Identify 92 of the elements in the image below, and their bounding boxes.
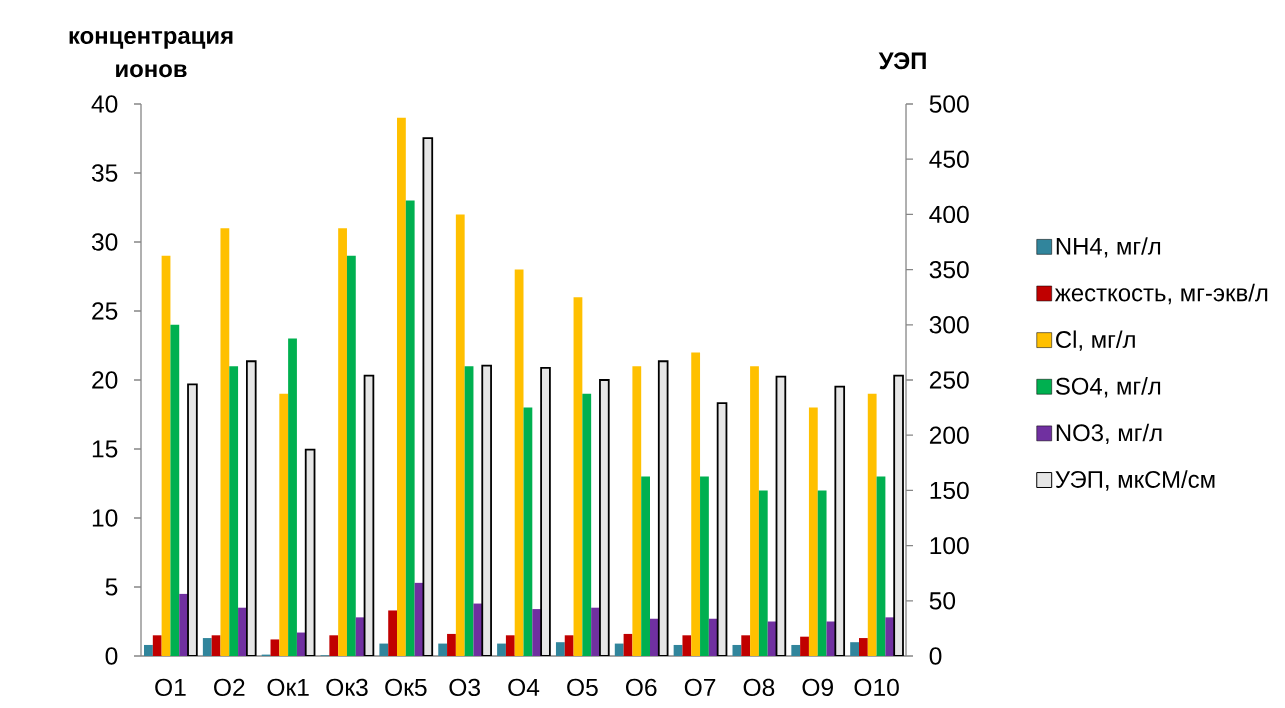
bar: [564, 635, 574, 656]
legend-label: УЭП, мкСМ/см: [1055, 470, 1215, 491]
bar: [464, 366, 474, 656]
bar: [808, 407, 818, 656]
y2-tick-label: 500: [929, 95, 969, 113]
bar: [750, 366, 759, 656]
bar: [514, 269, 524, 656]
bar: [405, 200, 415, 656]
y2-tick-label: 350: [929, 260, 969, 279]
bar: [850, 642, 859, 656]
bar: [573, 297, 583, 656]
bar: [700, 476, 709, 656]
x-tick-label: О8: [743, 678, 775, 697]
y-tick-label: 25: [92, 302, 118, 320]
bar: [338, 228, 347, 656]
x-tick-label: О4: [508, 678, 540, 697]
bar: [858, 638, 868, 656]
y-tick-label: 0: [105, 647, 118, 665]
y-tick-label: 15: [92, 440, 118, 458]
bar: [614, 643, 624, 656]
x-tick-label: Ок1: [267, 678, 309, 697]
bar: [800, 636, 809, 656]
y-tick-label: 35: [91, 164, 118, 182]
legend-label: SO4, мг/л: [1055, 377, 1161, 398]
x-tick-label: О2: [214, 678, 245, 697]
bar: [288, 338, 297, 656]
bar: [555, 642, 565, 656]
y-axis-title: концентрация ионов: [69, 30, 233, 78]
bar: [346, 255, 356, 656]
bar: [876, 476, 886, 656]
y2-axis-title: УЭП: [878, 52, 926, 70]
legend-label: жесткость, мг-экв/л: [1054, 283, 1268, 305]
bar: [388, 610, 398, 656]
x-tick-label: О7: [684, 678, 716, 697]
y2-tick-label: 300: [929, 316, 969, 334]
bar: [497, 643, 506, 656]
bar: [523, 407, 533, 656]
bar: [161, 255, 171, 656]
bar: [229, 366, 239, 656]
bar: [329, 635, 339, 656]
x-tick-label: О9: [802, 678, 833, 697]
bar: [144, 644, 153, 656]
y-tick-label: 10: [92, 509, 118, 527]
y2-tick-label: 50: [929, 592, 956, 610]
bar: [623, 633, 633, 656]
y2-tick-label: 450: [929, 150, 969, 168]
bar: [455, 214, 465, 656]
bar: [691, 352, 701, 656]
y2-tick-label: 0: [929, 647, 942, 665]
bar: [170, 324, 180, 656]
x-tick-label: О1: [155, 678, 186, 697]
y2-tick-label: 100: [930, 536, 969, 555]
bar: [220, 228, 230, 656]
bar: [379, 643, 389, 656]
bar: [270, 639, 280, 656]
y2-tick-label: 400: [929, 205, 969, 224]
y2-tick-label: 250: [929, 371, 969, 389]
y-tick-label: 40: [91, 95, 118, 113]
x-tick-label: Ок3: [326, 678, 368, 697]
bar: [505, 635, 515, 656]
bar: [438, 643, 448, 656]
x-tick-label: О10: [854, 678, 899, 697]
legend-label: Cl, мг/л: [1056, 330, 1135, 351]
bar: [758, 490, 768, 656]
x-tick-label: О5: [567, 678, 598, 697]
bar: [202, 638, 212, 656]
bar: [673, 644, 683, 656]
bar: [397, 117, 406, 656]
bar: [817, 490, 827, 656]
y2-tick-label: 150: [930, 481, 969, 500]
bar: [632, 366, 642, 656]
y-tick-label: 20: [92, 371, 118, 389]
x-tick-label: О6: [625, 678, 657, 697]
bar: [641, 476, 650, 656]
bar: [279, 393, 289, 656]
x-tick-label: О3: [449, 678, 480, 697]
bar: [447, 633, 456, 656]
legend-label: NH4, мг/л: [1056, 237, 1161, 258]
bar: [791, 644, 801, 656]
y-tick-label: 30: [91, 233, 118, 251]
bar: [211, 635, 221, 656]
bar: [414, 582, 424, 656]
bar: [682, 635, 692, 656]
x-tick-label: Ок5: [385, 678, 427, 697]
bar: [152, 635, 162, 656]
legend-label: NO3, мг/л: [1056, 423, 1162, 445]
y2-tick-label: 200: [929, 426, 969, 444]
bar: [582, 393, 592, 656]
y-tick-label: 5: [105, 578, 118, 596]
bar: [732, 644, 742, 656]
bar: [741, 635, 751, 656]
bar: [867, 393, 877, 656]
